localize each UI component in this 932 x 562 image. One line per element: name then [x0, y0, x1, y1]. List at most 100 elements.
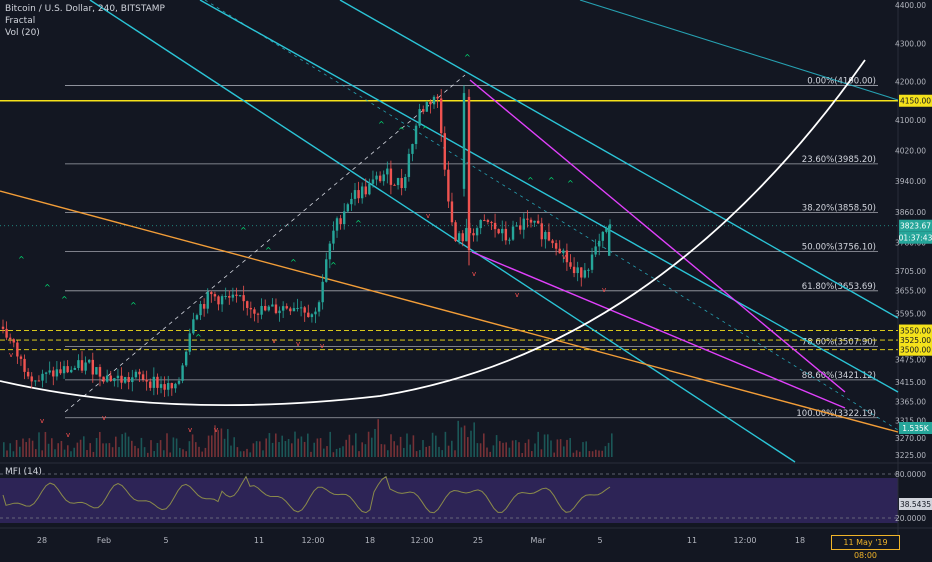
volume-bar — [220, 428, 223, 457]
candle-body — [565, 250, 569, 263]
candle-body — [95, 367, 98, 375]
volume-bar — [351, 445, 354, 457]
candle-body — [307, 312, 310, 318]
candle-body — [389, 168, 393, 185]
candle-body — [479, 220, 482, 229]
volume-bar — [582, 442, 584, 457]
time-axis-label: 25 — [473, 536, 483, 545]
candle-body — [558, 248, 561, 254]
volume-bar — [431, 432, 434, 457]
candle-body — [113, 378, 116, 382]
curved-support-line — [0, 59, 866, 407]
volume-bar — [316, 438, 319, 457]
volume-bar — [607, 442, 610, 457]
volume-bar — [9, 443, 11, 457]
volume-bar — [611, 433, 613, 457]
candle-countdown-tag: 01:37:43 — [899, 234, 932, 243]
time-axis-label: 28 — [37, 536, 47, 545]
price-tag-3525: 3525.00 — [900, 336, 931, 345]
candle-body — [174, 383, 177, 389]
volume-bar — [335, 448, 338, 457]
volume-bar — [505, 442, 507, 457]
indicator-fractal[interactable]: Fractal — [5, 16, 36, 26]
price-axis-tick: 4200.00 — [895, 78, 926, 87]
volume-bar — [358, 451, 360, 457]
candle-body — [231, 294, 235, 298]
fractal-up-marker: ^ — [265, 246, 272, 255]
volume-bar — [239, 451, 242, 457]
fractal-up-marker: ^ — [464, 53, 471, 62]
candle-body — [605, 228, 608, 232]
fractal-up-marker: ^ — [61, 295, 68, 304]
candle-body — [278, 310, 281, 314]
candle-body — [184, 351, 188, 366]
volume-bar — [310, 451, 312, 457]
fractal-up-marker: ^ — [195, 333, 202, 342]
price-chart-svg[interactable]: 0.00%(4190.00) 23.60%(3985.20) 38.20%(3858… — [0, 0, 932, 550]
candle-body — [536, 220, 540, 224]
candle-body — [170, 383, 174, 389]
symbol-title[interactable]: Bitcoin / U.S. Dollar, 240, BITSTAMP — [5, 4, 165, 14]
candle-body — [572, 266, 576, 274]
fib-level-label: 78.60%(3507.90) — [802, 338, 876, 348]
volume-bar — [457, 420, 459, 457]
candle-body — [436, 96, 439, 99]
volume-bar — [41, 450, 43, 457]
volume-bar — [233, 437, 235, 457]
volume-bar — [236, 447, 239, 457]
volume-bar — [169, 452, 171, 457]
fractal-down-marker: v — [102, 414, 106, 422]
volume-bar — [374, 428, 376, 457]
volume-bar — [147, 452, 149, 457]
fractal-down-marker: v — [272, 337, 276, 345]
volume-bar — [540, 449, 543, 457]
volume-bar — [99, 431, 101, 457]
fib-level-label: 61.80%(3653.69) — [802, 282, 876, 292]
volume-bar — [83, 436, 85, 457]
indicator-volume[interactable]: Vol (20) — [5, 28, 40, 38]
volume-bar — [300, 436, 303, 457]
price-tag-4150-bg — [899, 94, 932, 107]
candle-body — [70, 369, 73, 373]
volume-bar — [473, 422, 475, 457]
candle-body — [461, 233, 464, 242]
time-axis-label: Feb — [97, 536, 111, 545]
candle-body — [522, 218, 525, 230]
candle-body — [483, 220, 486, 222]
candle-body — [253, 309, 256, 314]
candle-body — [576, 267, 579, 274]
price-axis-tick: 4100.00 — [895, 116, 926, 125]
volume-tag: 1.535K — [902, 424, 929, 433]
mfi-indicator-label[interactable]: MFI (14) — [5, 467, 42, 477]
volume-bar — [572, 452, 575, 457]
volume-bar — [15, 440, 18, 457]
candle-countdown-tag-bg — [899, 231, 932, 244]
candle-body — [314, 311, 317, 315]
volume-bar — [140, 437, 143, 457]
mfi-axis-tick: 20.0000 — [895, 514, 926, 523]
volume-bar — [438, 446, 440, 457]
volume-bar — [67, 445, 69, 457]
candle-body — [16, 342, 19, 357]
candle-body — [210, 292, 213, 295]
candle-body — [407, 153, 411, 177]
chart-area[interactable]: 0.00%(4190.00) 23.60%(3985.20) 38.20%(3858… — [0, 0, 932, 550]
candle-body — [66, 366, 69, 373]
volume-bar — [502, 442, 504, 457]
candle-body — [447, 169, 450, 202]
volume-bar — [271, 442, 274, 457]
price-axis-tick: 3365.00 — [895, 397, 926, 406]
price-axis-tick: 4300.00 — [895, 39, 926, 48]
time-axis-label: 11 — [687, 536, 697, 545]
fractal-up-marker: ^ — [330, 261, 337, 270]
mfi-value-tag: 38.5435 — [900, 500, 931, 509]
time-axis-label: 12:00 — [410, 536, 433, 545]
candle-body — [217, 296, 220, 305]
candle-body — [303, 307, 306, 313]
volume-bar — [19, 446, 21, 457]
volume-bar — [207, 435, 210, 457]
volume-bar — [294, 431, 296, 457]
volume-bar — [102, 443, 104, 457]
candle-body — [26, 371, 30, 377]
volume-bar — [281, 435, 283, 457]
